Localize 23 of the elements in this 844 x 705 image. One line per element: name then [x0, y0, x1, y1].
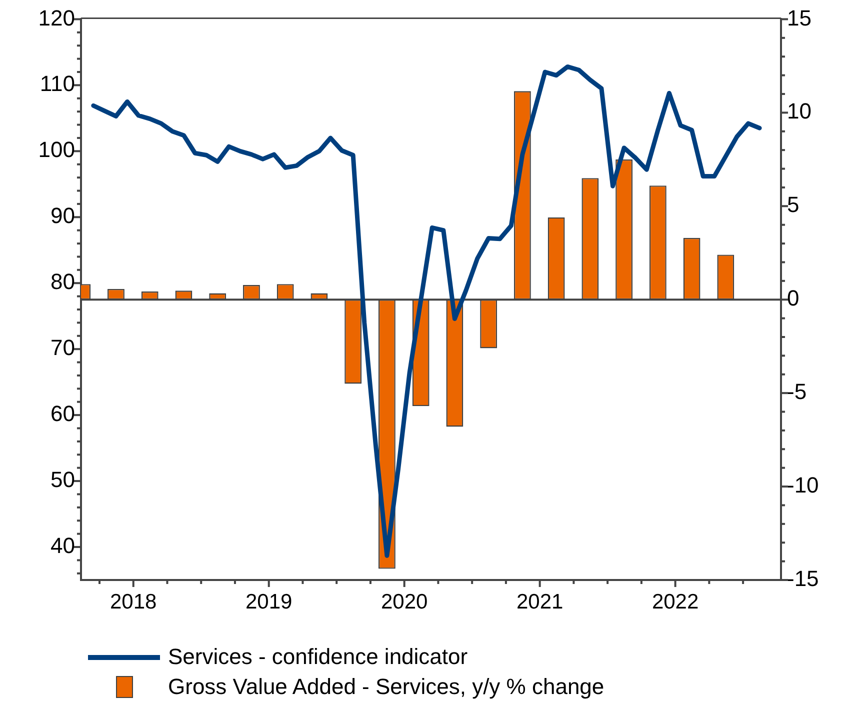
- y-tick-label: 90: [50, 203, 75, 228]
- legend-label: Services - confidence indicator: [168, 644, 468, 670]
- x-tick-label: 2020: [380, 590, 428, 614]
- x-tick-label: 2019: [245, 590, 292, 614]
- y-tick-label: 80: [50, 269, 75, 294]
- y-tick-label: 120: [38, 5, 75, 30]
- y-tick-label: 110: [40, 71, 75, 96]
- y2-tick-label: 5: [787, 192, 800, 218]
- y2-tick-label: 15: [787, 5, 812, 30]
- x-tick-label: 2022: [652, 590, 699, 614]
- y2-tick-label: -5: [787, 379, 807, 404]
- y2-tick-label: -15: [787, 566, 819, 592]
- y2-tick-label: 0: [787, 286, 800, 311]
- y-tick-label: 70: [50, 335, 75, 360]
- y-tick-label: 50: [50, 467, 75, 492]
- y-tick-label: 60: [50, 401, 75, 426]
- legend-label: Gross Value Added - Services, y/y % change: [168, 674, 604, 700]
- y-tick-label: 100: [38, 137, 75, 162]
- y2-tick-label: 10: [787, 98, 812, 124]
- x-tick-label: 2021: [516, 590, 564, 614]
- x-tick-label: 2018: [110, 590, 157, 614]
- y2-tick-label: -10: [787, 472, 819, 498]
- y-tick-label: 40: [50, 533, 75, 558]
